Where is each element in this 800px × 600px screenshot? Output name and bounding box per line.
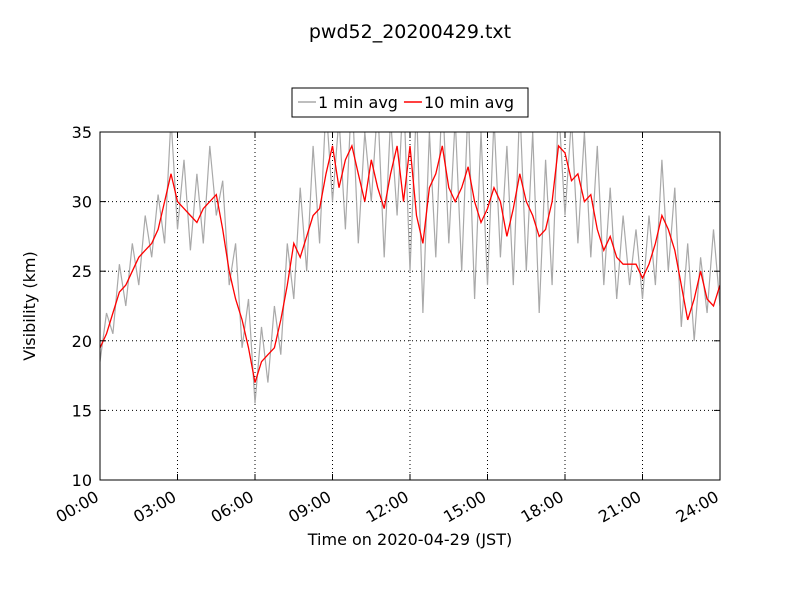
y-axis-label: Visibility (km) bbox=[20, 251, 39, 360]
y-tick-label: 10 bbox=[72, 471, 92, 490]
series-line bbox=[100, 132, 720, 404]
y-tick-label: 15 bbox=[72, 401, 92, 420]
series-line bbox=[100, 143, 720, 383]
chart-title: pwd52_20200429.txt bbox=[309, 21, 511, 43]
legend-label: 10 min avg bbox=[424, 93, 514, 112]
y-tick-label: 25 bbox=[72, 262, 92, 281]
x-axis-label: Time on 2020-04-29 (JST) bbox=[307, 530, 512, 549]
legend: 1 min avg 10 min avg bbox=[291, 87, 529, 118]
y-tick-label: 30 bbox=[72, 193, 92, 212]
y-tick-label: 20 bbox=[72, 332, 92, 351]
legend-label: 1 min avg bbox=[318, 93, 398, 112]
y-tick-label: 35 bbox=[72, 123, 92, 142]
plot-lines bbox=[100, 132, 720, 404]
